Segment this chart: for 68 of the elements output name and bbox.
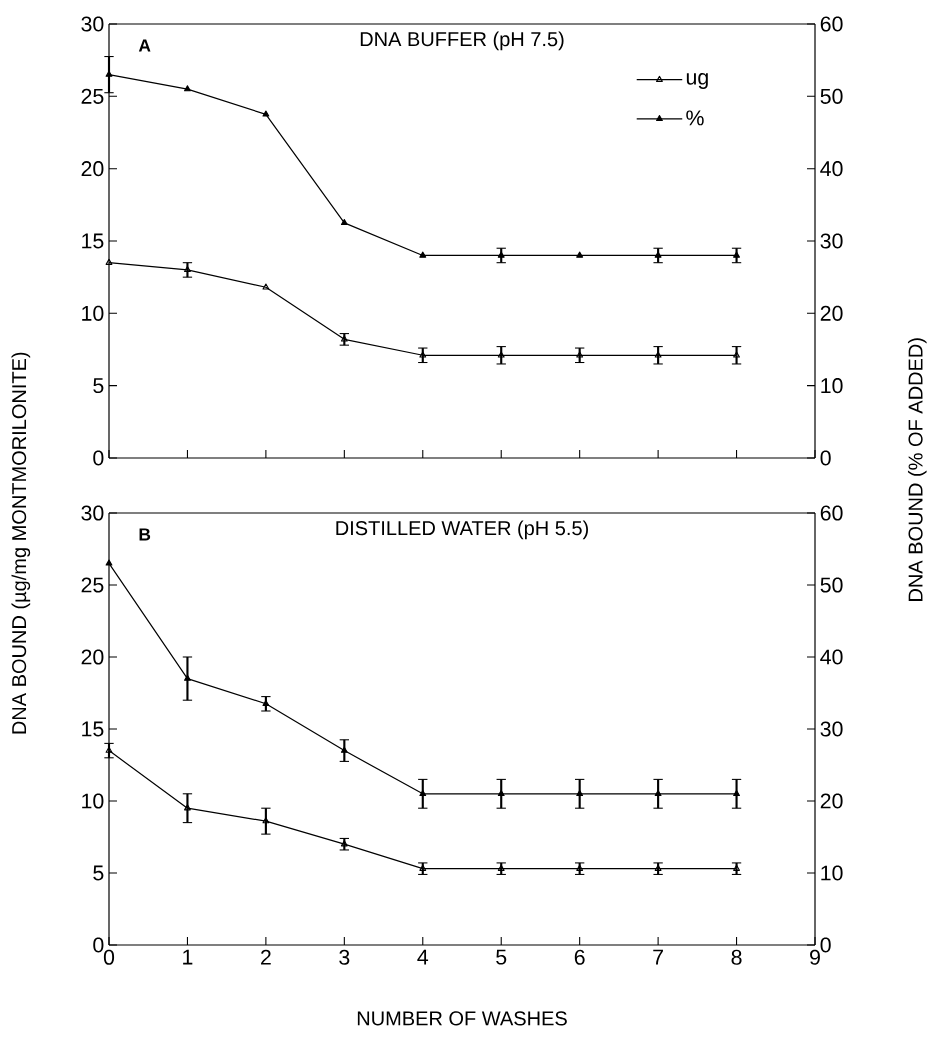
y-tick-label: 10 [82,793,104,809]
chart-title: DISTILLED WATER (pH 5.5) [336,520,588,540]
point [576,789,584,796]
point [497,351,505,358]
x-tick-label: 1 [183,949,193,965]
point [497,789,505,796]
y-tick-label: 20 [81,649,104,665]
point [733,789,740,796]
point [733,351,740,358]
y-tick-label: 15 [82,233,104,249]
y2-tick-label: 30 [820,233,843,249]
y-tick-label: 30 [81,505,104,521]
y2-tick-label: 10 [821,865,843,881]
legend-label: ug [686,73,708,89]
point [184,674,191,681]
x-tick-label: 3 [339,949,350,965]
point [340,746,348,753]
y2-tick-label: 0 [820,937,831,953]
y2-tick-label: 30 [820,721,843,737]
legend-label: % [686,110,704,126]
x-tick-label: 8 [731,949,742,965]
x-tick-label: 2 [261,949,271,965]
y-tick-label: 0 [93,937,104,953]
point [419,789,427,796]
point [262,283,270,290]
point [419,251,427,258]
chart-title: DNA BUFFER (pH 7.5) [360,31,564,51]
point [184,804,191,811]
y2-tick-label: 20 [820,305,843,321]
annotation: A [138,39,151,52]
point [576,251,584,258]
point [105,258,113,265]
y-tick-label: 15 [82,721,104,737]
y-tick-label: 5 [93,865,104,881]
y-tick-label: 10 [82,305,104,321]
x-tick-label: 9 [810,949,820,965]
y-tick-label: 25 [81,88,104,104]
x-tick-label: 6 [574,949,585,965]
point [654,789,662,796]
y2-tick-label: 40 [820,649,843,665]
x-axis-title: NUMBER OF WASHES [357,1011,567,1026]
annotation: B [139,528,151,541]
y-tick-label: 20 [81,161,104,177]
y-tick-label: 5 [93,378,104,394]
y2-axis-title: DNA BOUND (% OF ADDED) [907,338,927,601]
y2-tick-label: 50 [820,577,843,593]
x-tick-label: 5 [496,949,507,965]
y-tick-label: 25 [81,577,104,593]
y-tick-label: 30 [81,16,104,32]
point [184,266,191,273]
x-tick-label: 7 [653,949,663,965]
point [654,351,662,358]
point [184,85,191,92]
point [105,559,113,566]
point [262,110,270,117]
y2-tick-label: 60 [820,505,843,521]
y2-tick-label: 50 [820,88,843,104]
y2-tick-label: 40 [820,161,843,177]
y-tick-label: 0 [93,450,104,466]
y2-tick-label: 0 [820,450,831,466]
y2-tick-label: 10 [821,378,843,394]
x-tick-label: 0 [103,949,115,965]
x-tick-label: 4 [417,949,429,965]
y2-tick-label: 60 [820,16,843,32]
point [262,817,270,824]
y-axis-title: DNA BOUND (µg/mg MONTMORILONITE) [11,352,31,734]
point [340,219,348,226]
y2-tick-label: 20 [820,793,843,809]
